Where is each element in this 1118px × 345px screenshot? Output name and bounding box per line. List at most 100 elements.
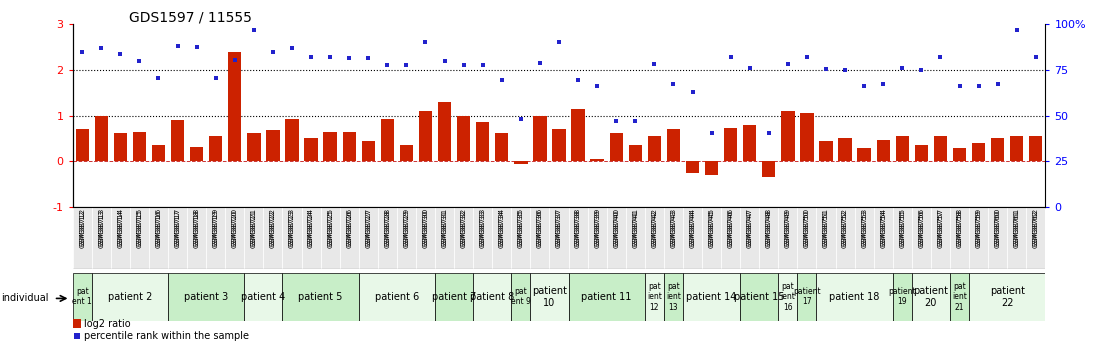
Text: GSM38720: GSM38720: [231, 210, 238, 248]
Text: GSM38741: GSM38741: [633, 208, 638, 246]
Point: [169, 43, 187, 49]
Text: GSM38724: GSM38724: [309, 210, 314, 248]
Bar: [950, 207, 969, 269]
Text: patient
19: patient 19: [889, 287, 916, 306]
Point: [398, 62, 416, 68]
Bar: [873, 207, 893, 269]
Bar: [569, 273, 645, 321]
Text: GSM38749: GSM38749: [785, 210, 790, 248]
Text: GSM38735: GSM38735: [518, 210, 524, 248]
Text: GSM38729: GSM38729: [404, 210, 409, 248]
Bar: [285, 119, 299, 161]
Text: GSM38754: GSM38754: [880, 210, 887, 248]
Text: GSM38731: GSM38731: [442, 208, 447, 246]
Bar: [511, 273, 530, 321]
Bar: [1007, 207, 1026, 269]
Bar: [912, 273, 950, 321]
Bar: [683, 273, 740, 321]
Bar: [302, 207, 321, 269]
Bar: [225, 207, 245, 269]
Bar: [149, 207, 168, 269]
Point: [798, 54, 816, 60]
Bar: [797, 207, 816, 269]
Bar: [321, 207, 340, 269]
Point: [645, 61, 663, 67]
Bar: [797, 273, 816, 321]
Bar: [283, 273, 359, 321]
Text: patient
20: patient 20: [913, 286, 948, 307]
Text: GSM38758: GSM38758: [957, 208, 963, 246]
Bar: [514, 161, 528, 164]
Bar: [571, 109, 585, 161]
Bar: [130, 207, 149, 269]
Text: GSM38736: GSM38736: [537, 208, 543, 246]
Text: patient 2: patient 2: [107, 292, 152, 302]
Bar: [419, 111, 433, 161]
Bar: [552, 129, 566, 161]
Point: [722, 54, 740, 60]
Bar: [969, 273, 1045, 321]
Text: pat
ent 9: pat ent 9: [511, 287, 531, 306]
Bar: [114, 133, 127, 161]
Text: GSM38749: GSM38749: [785, 208, 790, 246]
Point: [131, 58, 149, 63]
Point: [588, 83, 606, 89]
Text: GSM38725: GSM38725: [328, 210, 333, 248]
Text: patient 8: patient 8: [471, 292, 514, 302]
Bar: [359, 273, 435, 321]
Text: GSM38730: GSM38730: [423, 208, 428, 246]
Text: patient 6: patient 6: [375, 292, 419, 302]
Bar: [953, 148, 966, 161]
Text: GSM38737: GSM38737: [556, 210, 562, 248]
Bar: [190, 147, 203, 161]
Text: GSM38723: GSM38723: [288, 208, 295, 246]
Text: GSM38762: GSM38762: [1033, 208, 1039, 246]
Bar: [359, 207, 378, 269]
Point: [969, 83, 987, 89]
Text: GSM38714: GSM38714: [117, 208, 123, 246]
Text: individual: individual: [1, 294, 48, 303]
Point: [340, 55, 358, 60]
Bar: [590, 159, 604, 161]
Text: GSM38744: GSM38744: [690, 208, 695, 246]
Text: GSM38729: GSM38729: [404, 208, 409, 246]
Text: GSM38747: GSM38747: [747, 210, 752, 248]
Point: [531, 60, 549, 66]
Bar: [342, 132, 356, 161]
Text: GSM38718: GSM38718: [193, 208, 200, 246]
Bar: [1030, 136, 1042, 161]
Text: GSM38713: GSM38713: [98, 210, 104, 248]
Bar: [666, 129, 680, 161]
Text: log2 ratio: log2 ratio: [84, 319, 131, 329]
Point: [912, 67, 930, 72]
Point: [455, 62, 473, 68]
Bar: [835, 207, 854, 269]
Point: [836, 67, 854, 72]
Text: GSM38751: GSM38751: [823, 208, 830, 246]
Bar: [473, 273, 511, 321]
Bar: [168, 207, 187, 269]
Bar: [912, 207, 931, 269]
Bar: [95, 117, 108, 161]
Bar: [988, 207, 1007, 269]
Text: GSM38747: GSM38747: [747, 208, 752, 246]
Bar: [877, 140, 890, 161]
Text: GSM38731: GSM38731: [442, 210, 447, 248]
Text: GSM38756: GSM38756: [918, 210, 925, 248]
Text: GSM38728: GSM38728: [385, 208, 390, 246]
Bar: [778, 273, 797, 321]
Bar: [721, 207, 740, 269]
Text: GSM38752: GSM38752: [842, 210, 849, 248]
Point: [474, 62, 492, 68]
Text: GSM38756: GSM38756: [918, 208, 925, 246]
Point: [779, 61, 797, 67]
Text: GSM38742: GSM38742: [652, 210, 657, 248]
Text: GSM38755: GSM38755: [899, 208, 906, 246]
Text: GSM38759: GSM38759: [976, 208, 982, 246]
Point: [512, 117, 530, 122]
Point: [874, 82, 892, 87]
Bar: [168, 273, 245, 321]
Bar: [854, 207, 873, 269]
Text: GSM38716: GSM38716: [155, 208, 161, 246]
Text: GSM38740: GSM38740: [613, 210, 619, 248]
